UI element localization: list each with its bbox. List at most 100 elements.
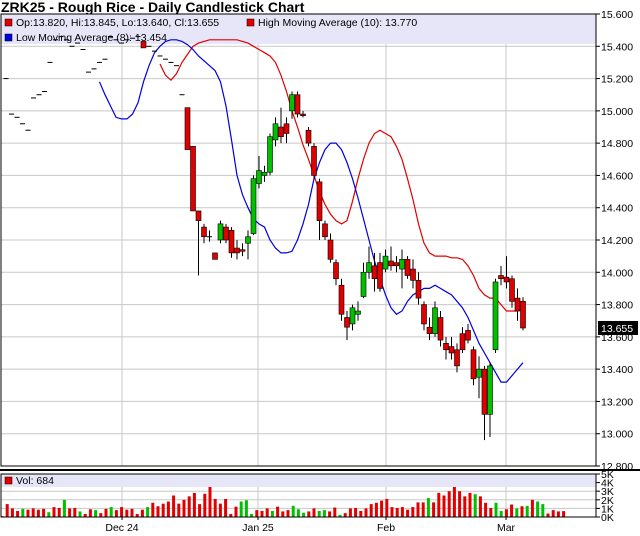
volume-bar [239, 501, 243, 517]
candle-body [481, 368, 488, 415]
candle [184, 107, 191, 150]
volume-bar [140, 509, 144, 517]
candle-body [184, 107, 191, 150]
candle-body [514, 297, 521, 312]
candle-body [212, 252, 218, 260]
candle-body [426, 326, 433, 334]
candle [432, 301, 438, 337]
volume-bar [338, 514, 342, 517]
volume-bar [88, 509, 92, 517]
candle [377, 252, 383, 292]
volume-bar [530, 499, 534, 517]
volume-bar [458, 491, 462, 517]
chart-title: ZRK25 - Rough Rice - Daily Candlestick C… [1, 0, 305, 15]
legend-band [1, 14, 596, 44]
candle-body [338, 284, 345, 315]
volume-bar [520, 506, 524, 517]
candle [355, 301, 361, 321]
candle-body [140, 41, 147, 49]
volume-bar [57, 507, 61, 517]
candle [487, 362, 493, 437]
volume-tick-label: 2K [601, 495, 614, 507]
volume-bar [218, 503, 222, 517]
volume-bar [203, 493, 207, 517]
legend-low-ma: Low Moving Average (8): 13.454 [16, 32, 167, 44]
candle-body [278, 126, 284, 137]
date-tick-label: Mar [497, 522, 516, 534]
candle-body [261, 171, 268, 176]
volume-bar [62, 499, 66, 517]
candle [410, 259, 416, 289]
candle-body [366, 262, 372, 273]
candle [250, 175, 257, 236]
candle [311, 143, 317, 179]
volume-bar [265, 508, 269, 517]
candle [509, 275, 515, 308]
candle-body [470, 349, 477, 380]
candle [223, 223, 229, 244]
candle-body [443, 343, 449, 351]
candle [426, 317, 433, 341]
volume-bar [36, 509, 40, 517]
candle [305, 127, 312, 147]
volume-bar [52, 507, 56, 517]
candle [256, 156, 262, 189]
candle-body [245, 236, 251, 244]
volume-bar [536, 501, 540, 517]
volume-bar [348, 508, 352, 517]
candle-body [250, 178, 257, 234]
volume-legend: Vol: 684 [1, 474, 596, 487]
candle [492, 278, 499, 353]
candle [514, 288, 521, 321]
volume-bar [250, 513, 254, 517]
candle [393, 256, 400, 273]
price-tick-label: 13.200 [601, 396, 633, 408]
price-tick-label: 13.000 [601, 429, 633, 441]
candle-body [415, 280, 422, 299]
volume-bar [26, 509, 30, 517]
candle-body [410, 268, 416, 281]
volume-bar [99, 513, 103, 517]
volume-bar [177, 503, 181, 517]
volume-bar [442, 495, 446, 517]
volume-bar [307, 511, 311, 517]
price-tick-label: 14.400 [601, 203, 633, 215]
candle-body [316, 181, 323, 221]
volume-tick-label: 0K [601, 512, 614, 524]
last-price-box [598, 320, 638, 335]
candle-body [377, 262, 383, 289]
legend-high-ma: High Moving Average (10): 13.770 [258, 17, 417, 29]
volume-bar [208, 480, 212, 517]
volume-bar [229, 513, 233, 517]
candle [228, 227, 235, 258]
candle-body [305, 129, 312, 144]
price-axis: 15.600 15.400 15.200 15.000 14.800 14.600 14.4… [596, 9, 638, 473]
volume-bar [406, 509, 410, 517]
volume-bar [234, 506, 238, 517]
candle [207, 230, 212, 242]
candle [382, 249, 389, 273]
candle [399, 249, 405, 289]
candle [272, 117, 279, 147]
volume-legend-text: Vol: 684 [16, 475, 54, 487]
price-tick-label: 13.400 [601, 364, 633, 376]
candle-body [476, 368, 482, 378]
volume-bar [328, 511, 332, 517]
volume-bar [156, 506, 160, 517]
volume-bar [478, 496, 482, 517]
candle [344, 311, 350, 341]
volume-bar [276, 506, 280, 517]
volume-bar [484, 502, 488, 517]
candle [283, 117, 290, 144]
price-tick-label: 14.000 [601, 267, 633, 279]
candle [421, 301, 427, 331]
candle-body [201, 226, 207, 238]
candle-body [190, 146, 196, 212]
legend-ohlc: Op:13.820, Hi:13.845, Lo:13.640, Cl:13.6… [16, 17, 219, 29]
candle-body [448, 346, 455, 354]
volume-bar [322, 510, 326, 517]
candle [327, 233, 334, 263]
candle [498, 265, 504, 286]
price-panel-frame [0, 13, 597, 467]
